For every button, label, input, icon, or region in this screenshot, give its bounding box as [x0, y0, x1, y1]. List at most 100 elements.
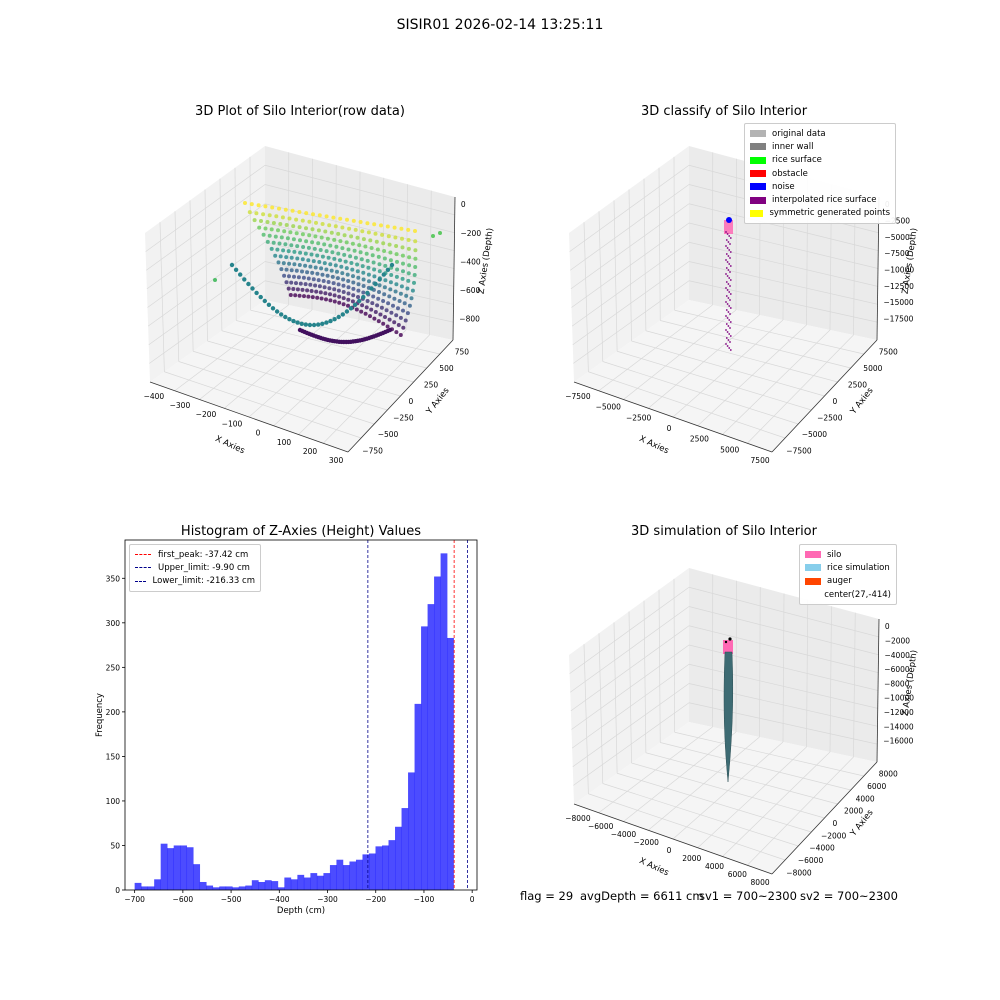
raw-point: [308, 264, 313, 269]
raw-point: [356, 288, 361, 293]
raw-point: [276, 228, 280, 233]
raw-point: [393, 289, 398, 294]
raw-point: [300, 269, 304, 274]
raw-point: [315, 295, 320, 300]
raw-point: [366, 265, 371, 270]
raw-point: [386, 301, 391, 306]
simulation-y-axis-line: [771, 761, 878, 875]
raw-point: [298, 250, 303, 255]
raw-point: [283, 242, 288, 247]
raw-point: [385, 224, 390, 229]
raw-point: [342, 233, 347, 238]
histogram-bar: [362, 854, 370, 890]
raw-point: [371, 294, 376, 299]
histogram-bar: [206, 885, 214, 890]
raw-point: [288, 230, 293, 235]
histogram-y-axis-label: Frequency: [95, 693, 105, 737]
simulation-z-tick-label: −4000: [885, 651, 911, 660]
raw-point: [303, 282, 308, 287]
raw-point: [259, 219, 263, 223]
raw-point: [401, 308, 405, 313]
raw-point: [291, 237, 296, 242]
raw-point: [334, 244, 339, 249]
raw-point: [275, 247, 280, 252]
raw-point: [396, 323, 401, 327]
simulation-z-tick-label: −14000: [884, 722, 914, 731]
classify-z-tick-label: −17500: [883, 315, 913, 324]
raw-point: [310, 227, 315, 232]
histogram-bar: [329, 865, 337, 890]
raw-point: [341, 302, 346, 307]
histogram-bar: [147, 886, 155, 890]
raw-point: [320, 222, 325, 226]
classify-point: [728, 291, 731, 293]
raw-point: [287, 274, 291, 279]
raw-point: [346, 285, 351, 290]
raw-z-tick-label: −200: [461, 229, 482, 238]
raw-point: [296, 275, 301, 280]
legend-swatch: [750, 143, 766, 151]
raw-point: [336, 288, 341, 293]
simulation-panel-title: 3D simulation of Silo Interior: [631, 524, 817, 539]
raw-point: [336, 231, 341, 236]
raw-point: [387, 242, 392, 247]
raw-point: [298, 281, 303, 286]
raw-point: [394, 313, 399, 318]
raw-point: [271, 240, 276, 245]
raw-point: [270, 306, 276, 311]
raw-point: [413, 239, 418, 244]
histogram-x-tick-label: −600: [173, 895, 194, 904]
raw-point: [311, 259, 316, 264]
histogram-bar: [180, 845, 188, 890]
raw-point: [300, 287, 305, 292]
raw-point: [311, 277, 316, 282]
classify-point: [729, 327, 731, 329]
raw-point: [254, 211, 259, 216]
raw-point: [262, 298, 267, 304]
legend-label: auger: [827, 576, 852, 587]
classify-z-tick-label: −15000: [884, 298, 914, 307]
raw-point: [266, 302, 272, 307]
classify-point: [725, 337, 728, 339]
raw-point: [306, 245, 311, 250]
raw-point: [376, 254, 381, 259]
simulation-z-tick-label: −6000: [884, 665, 910, 674]
raw-point: [330, 250, 335, 255]
raw-point: [284, 255, 289, 260]
raw-point: [317, 284, 322, 289]
classify-y-tick-label: −5000: [802, 430, 828, 439]
simulation-y-tick-label: 8000: [879, 770, 898, 779]
legend-entry: silo: [805, 548, 891, 561]
raw-point: [404, 293, 409, 298]
raw-point: [361, 270, 366, 275]
classify-point: [728, 235, 731, 237]
raw-point: [306, 294, 311, 299]
histogram-x-tick-label: −200: [365, 895, 386, 904]
raw-point: [284, 223, 289, 227]
raw-x-tick-label: −400: [144, 392, 165, 401]
raw-point: [304, 226, 308, 231]
classify-point: [729, 293, 732, 295]
raw-point: [406, 227, 411, 232]
histogram-bar: [193, 864, 201, 890]
raw-point: [398, 315, 403, 320]
classify-point: [726, 289, 729, 291]
classify-point-cloud: [724, 217, 733, 351]
histogram-bar: [232, 887, 240, 890]
classify-y-tick-label: −7500: [786, 446, 812, 455]
figure-title: SISIR01 2026-02-14 13:25:11: [396, 17, 604, 33]
raw-point: [392, 296, 397, 301]
raw-point: [406, 246, 411, 251]
classify-x-tick-label: 5000: [720, 445, 739, 454]
raw-point: [313, 265, 318, 270]
histogram-x-tick-label: −300: [317, 895, 338, 904]
raw-point: [385, 324, 390, 329]
raw-point: [373, 231, 378, 236]
raw-point: [381, 321, 386, 326]
raw-point: [378, 312, 383, 317]
legend-swatch: [750, 170, 766, 178]
raw-point: [401, 261, 405, 266]
raw-point: [375, 303, 380, 308]
classify-x-tick-label: −5000: [596, 403, 622, 412]
